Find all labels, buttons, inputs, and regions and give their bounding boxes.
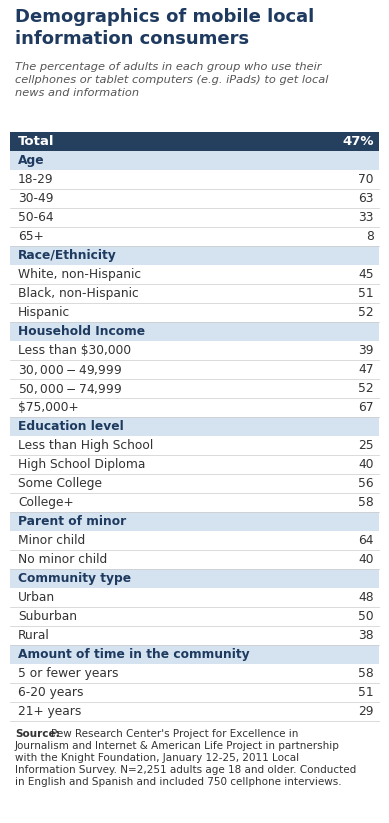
Text: 39: 39 [359, 344, 374, 357]
Text: 70: 70 [359, 173, 374, 186]
Bar [10, 170, 379, 189]
Text: Household Income: Household Income [18, 325, 145, 338]
Bar [10, 303, 379, 322]
Text: 33: 33 [359, 211, 374, 224]
Text: High School Diploma: High School Diploma [18, 458, 145, 471]
Text: 29: 29 [359, 705, 374, 718]
Bar [10, 455, 379, 474]
Text: in English and Spanish and included 750 cellphone interviews.: in English and Spanish and included 750 … [15, 777, 342, 787]
Text: 52: 52 [358, 382, 374, 395]
Text: Less than High School: Less than High School [18, 439, 153, 452]
Text: $50,000-$74,999: $50,000-$74,999 [18, 382, 122, 396]
Text: 51: 51 [358, 287, 374, 300]
Text: 65+: 65+ [18, 230, 44, 243]
Text: College+: College+ [18, 496, 74, 509]
Text: 56: 56 [358, 477, 374, 490]
Text: 48: 48 [358, 591, 374, 604]
Text: with the Knight Foundation, January 12-25, 2011 Local: with the Knight Foundation, January 12-2… [15, 753, 299, 763]
Text: Demographics of mobile local
information consumers: Demographics of mobile local information… [15, 8, 314, 48]
Bar [10, 702, 379, 721]
Text: 30-49: 30-49 [18, 192, 54, 205]
Text: 40: 40 [359, 458, 374, 471]
Text: 50: 50 [358, 610, 374, 623]
Text: 18-29: 18-29 [18, 173, 54, 186]
Bar [10, 398, 379, 417]
Text: Minor child: Minor child [18, 534, 85, 547]
Text: Suburban: Suburban [18, 610, 77, 623]
Bar [10, 645, 379, 664]
Text: 38: 38 [358, 629, 374, 642]
Text: 64: 64 [359, 534, 374, 547]
Bar [10, 227, 379, 246]
Text: Community type: Community type [18, 572, 131, 585]
Text: 63: 63 [359, 192, 374, 205]
Text: Education level: Education level [18, 420, 124, 433]
Text: Black, non-Hispanic: Black, non-Hispanic [18, 287, 139, 300]
Text: 50-64: 50-64 [18, 211, 54, 224]
Text: 58: 58 [358, 496, 374, 509]
Text: Age: Age [18, 154, 45, 167]
Text: Amount of time in the community: Amount of time in the community [18, 648, 250, 661]
Text: Less than $30,000: Less than $30,000 [18, 344, 131, 357]
Text: Race/Ethnicity: Race/Ethnicity [18, 249, 117, 262]
Text: 52: 52 [358, 306, 374, 319]
Bar [10, 379, 379, 398]
Bar [10, 284, 379, 303]
Text: 40: 40 [359, 553, 374, 566]
Text: 21+ years: 21+ years [18, 705, 81, 718]
Text: Total: Total [18, 135, 54, 148]
Text: 51: 51 [358, 686, 374, 699]
Text: 47%: 47% [342, 135, 374, 148]
Text: Rural: Rural [18, 629, 50, 642]
Text: 47: 47 [359, 363, 374, 376]
Text: Journalism and Internet & American Life Project in partnership: Journalism and Internet & American Life … [15, 741, 340, 751]
Text: 5 or fewer years: 5 or fewer years [18, 667, 119, 680]
Bar [10, 417, 379, 436]
Bar [10, 151, 379, 170]
Text: Some College: Some College [18, 477, 102, 490]
Bar [10, 265, 379, 284]
Text: 8: 8 [366, 230, 374, 243]
Bar [10, 189, 379, 208]
Bar [10, 322, 379, 341]
Bar [10, 132, 379, 151]
Bar [10, 436, 379, 455]
Text: The percentage of adults in each group who use their
cellphones or tablet comput: The percentage of adults in each group w… [15, 62, 328, 98]
Bar [10, 493, 379, 512]
Text: 67: 67 [359, 401, 374, 414]
Text: Hispanic: Hispanic [18, 306, 70, 319]
Bar [10, 208, 379, 227]
Text: Information Survey. N=2,251 adults age 18 and older. Conducted: Information Survey. N=2,251 adults age 1… [15, 765, 356, 775]
Text: White, non-Hispanic: White, non-Hispanic [18, 268, 141, 281]
Text: Source:: Source: [15, 729, 60, 739]
Bar [10, 664, 379, 683]
Text: 6-20 years: 6-20 years [18, 686, 84, 699]
Bar [10, 474, 379, 493]
Bar [10, 569, 379, 588]
Text: Urban: Urban [18, 591, 55, 604]
Bar [10, 550, 379, 569]
Bar [10, 360, 379, 379]
Bar [10, 683, 379, 702]
Bar [10, 341, 379, 360]
Bar [10, 626, 379, 645]
Bar [10, 607, 379, 626]
Text: 58: 58 [358, 667, 374, 680]
Text: $75,000+: $75,000+ [18, 401, 79, 414]
Bar [10, 512, 379, 531]
Text: 45: 45 [358, 268, 374, 281]
Bar [10, 588, 379, 607]
Text: No minor child: No minor child [18, 553, 107, 566]
Text: Pew Research Center's Project for Excellence in: Pew Research Center's Project for Excell… [51, 729, 298, 739]
Text: 25: 25 [358, 439, 374, 452]
Text: Parent of minor: Parent of minor [18, 515, 126, 528]
Bar [10, 246, 379, 265]
Bar [10, 531, 379, 550]
Text: $30,000-$49,999: $30,000-$49,999 [18, 362, 122, 376]
